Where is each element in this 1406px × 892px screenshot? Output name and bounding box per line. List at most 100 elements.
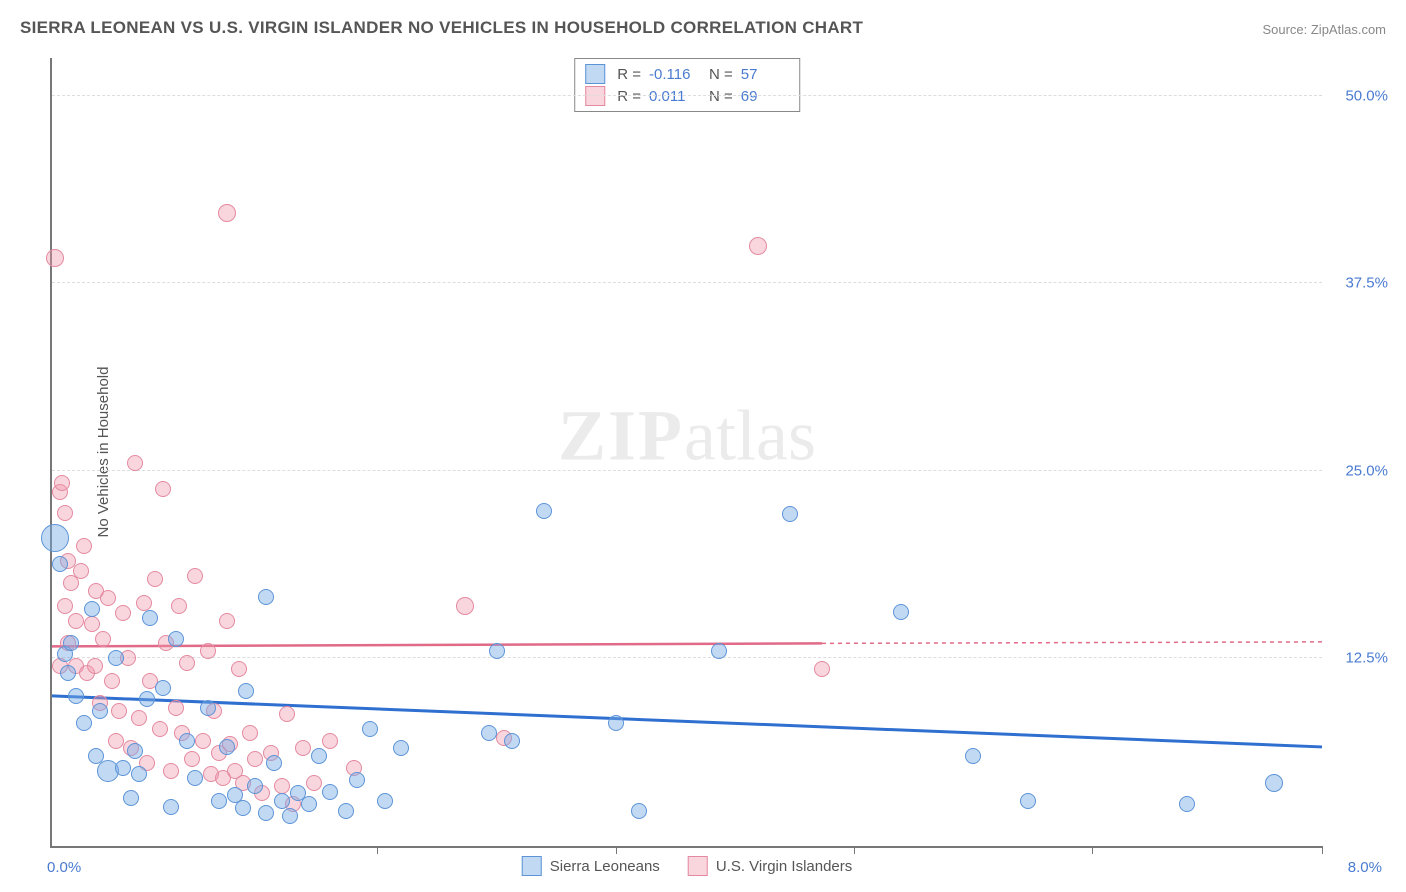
data-point: [1179, 796, 1195, 812]
x-tick: [854, 846, 855, 854]
data-point: [52, 556, 68, 572]
n-label: N =: [709, 66, 733, 83]
data-point: [266, 755, 282, 771]
data-point: [504, 733, 520, 749]
data-point: [142, 610, 158, 626]
legend-item: U.S. Virgin Islanders: [688, 856, 852, 876]
data-point: [393, 740, 409, 756]
r-value: -0.116: [649, 66, 697, 83]
data-point: [200, 643, 216, 659]
data-point: [377, 793, 393, 809]
data-point: [73, 563, 89, 579]
data-point: [282, 808, 298, 824]
series-name: Sierra Leoneans: [550, 858, 660, 875]
data-point: [1020, 793, 1036, 809]
data-point: [171, 598, 187, 614]
data-point: [247, 751, 263, 767]
gridline-h: 37.5%: [52, 282, 1322, 283]
data-point: [247, 778, 263, 794]
data-point: [274, 778, 290, 794]
data-point: [57, 505, 73, 521]
data-point: [1265, 774, 1283, 792]
data-point: [711, 643, 727, 659]
data-point: [163, 763, 179, 779]
data-point: [127, 455, 143, 471]
data-point: [168, 700, 184, 716]
data-point: [631, 803, 647, 819]
data-point: [349, 772, 365, 788]
x-axis-min-label: 0.0%: [47, 859, 81, 876]
data-point: [131, 766, 147, 782]
data-point: [489, 643, 505, 659]
legend-item: Sierra Leoneans: [522, 856, 660, 876]
data-point: [152, 721, 168, 737]
y-tick-label: 12.5%: [1345, 650, 1388, 667]
y-tick-label: 37.5%: [1345, 275, 1388, 292]
data-point: [274, 793, 290, 809]
data-point: [893, 604, 909, 620]
data-point: [46, 249, 64, 267]
data-point: [136, 595, 152, 611]
x-tick: [616, 846, 617, 854]
data-point: [68, 613, 84, 629]
data-point: [218, 204, 236, 222]
data-point: [195, 733, 211, 749]
series-swatch: [585, 86, 605, 106]
data-point: [184, 751, 200, 767]
data-point: [127, 743, 143, 759]
data-point: [108, 733, 124, 749]
series-swatch: [688, 856, 708, 876]
data-point: [187, 770, 203, 786]
data-point: [84, 601, 100, 617]
n-label: N =: [709, 88, 733, 105]
data-point: [814, 661, 830, 677]
x-tick: [1092, 846, 1093, 854]
data-point: [163, 799, 179, 815]
data-point: [76, 715, 92, 731]
data-point: [279, 706, 295, 722]
data-point: [95, 631, 111, 647]
data-point: [139, 691, 155, 707]
data-point: [155, 680, 171, 696]
data-point: [258, 589, 274, 605]
x-tick: [377, 846, 378, 854]
data-point: [84, 616, 100, 632]
data-point: [338, 803, 354, 819]
data-point: [147, 571, 163, 587]
data-point: [311, 748, 327, 764]
series-swatch: [585, 64, 605, 84]
data-point: [41, 524, 69, 552]
x-axis-max-label: 8.0%: [1348, 859, 1382, 876]
chart-title: SIERRA LEONEAN VS U.S. VIRGIN ISLANDER N…: [20, 18, 863, 38]
data-point: [295, 740, 311, 756]
data-point: [57, 598, 73, 614]
y-tick-label: 25.0%: [1345, 462, 1388, 479]
data-point: [608, 715, 624, 731]
data-point: [322, 784, 338, 800]
data-point: [187, 568, 203, 584]
data-point: [301, 796, 317, 812]
source-attribution: Source: ZipAtlas.com: [1262, 22, 1386, 37]
data-point: [60, 665, 76, 681]
data-point: [235, 800, 251, 816]
data-point: [238, 683, 254, 699]
data-point: [115, 605, 131, 621]
data-point: [782, 506, 798, 522]
data-point: [87, 658, 103, 674]
stats-row: R =-0.116N =57: [585, 63, 789, 85]
data-point: [63, 635, 79, 651]
data-point: [179, 655, 195, 671]
trend-lines: [52, 58, 1322, 846]
correlation-stats-box: R =-0.116N =57R =0.011N =69: [574, 58, 800, 112]
data-point: [68, 688, 84, 704]
r-label: R =: [617, 66, 641, 83]
plot-area: No Vehicles in Household 0.0% 8.0% ZIPat…: [50, 58, 1322, 848]
data-point: [104, 673, 120, 689]
data-point: [456, 597, 474, 615]
data-point: [100, 590, 116, 606]
gridline-h: 25.0%: [52, 470, 1322, 471]
r-label: R =: [617, 88, 641, 105]
data-point: [362, 721, 378, 737]
data-point: [155, 481, 171, 497]
data-point: [749, 237, 767, 255]
